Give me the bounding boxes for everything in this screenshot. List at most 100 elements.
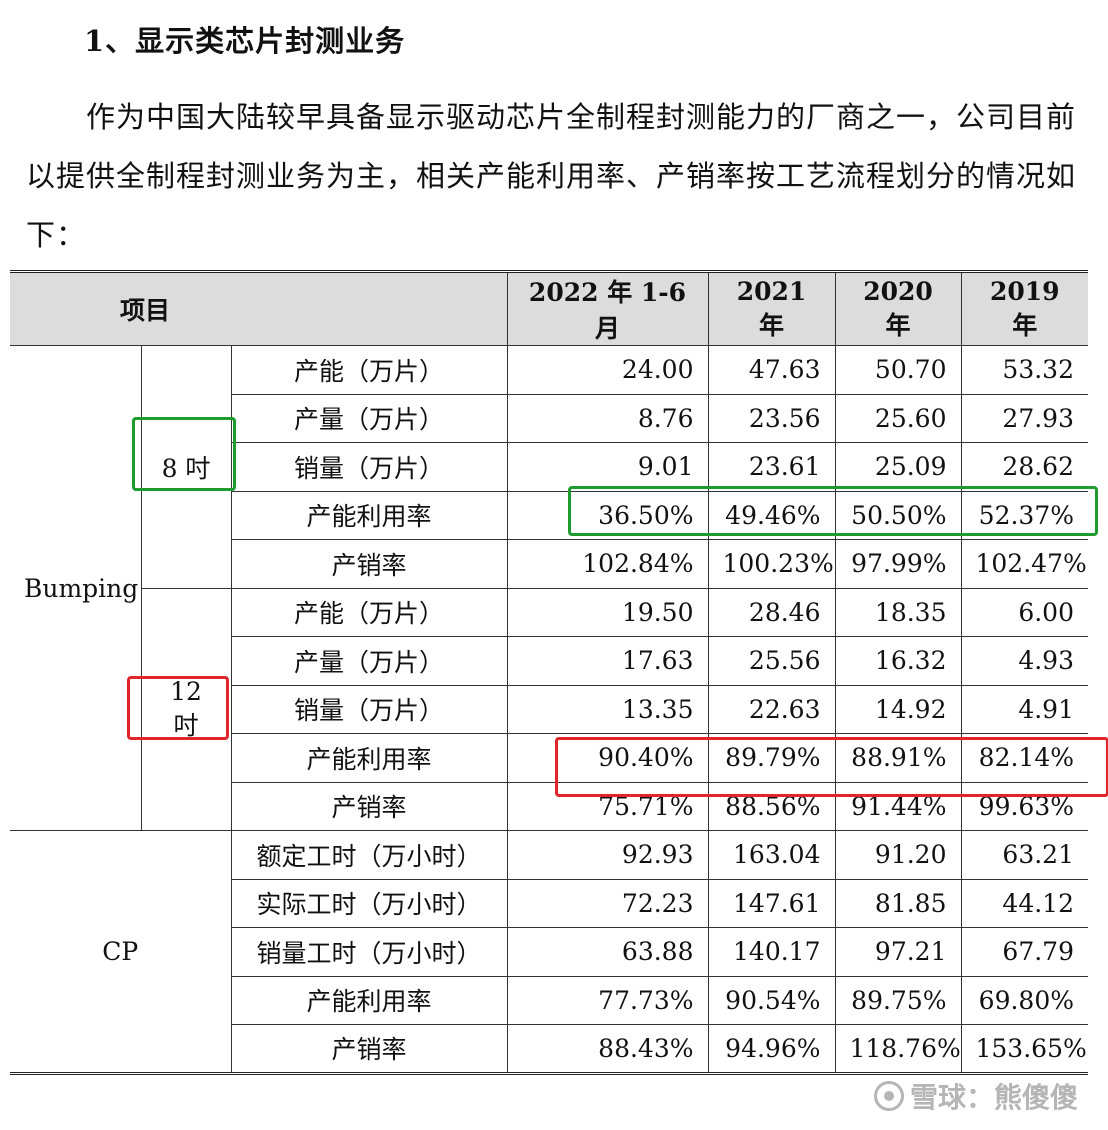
cell-value: 97.21 <box>834 927 962 977</box>
category-cp: CP <box>10 830 232 1074</box>
table-row: CP 额定工时（万小时） 92.93 163.04 91.20 63.21 <box>10 830 1088 1074</box>
section-heading: 1、显示类芯片封测业务 <box>84 24 406 58</box>
row-label: 销量工时（万小时） <box>231 927 508 977</box>
cell-value: 22.63 <box>707 684 836 734</box>
cell-value: 52.37% <box>960 490 1088 540</box>
cell-value: 13.35 <box>506 684 709 734</box>
cell-value: 18.35 <box>834 587 962 637</box>
row-label: 产销率 <box>231 539 508 589</box>
row-label: 产量（万片） <box>231 636 508 686</box>
cell-value: 50.50% <box>834 490 962 540</box>
cell-value: 14.92 <box>834 684 962 734</box>
subcategory-8-inch: 8 吋 <box>140 345 232 589</box>
cell-value: 28.46 <box>707 587 836 637</box>
row-label: 产能利用率 <box>231 490 508 540</box>
cell-value: 88.43% <box>506 1024 709 1073</box>
cell-value: 4.91 <box>960 684 1088 734</box>
table-row: Bumping 8 吋 产能（万片） 24.00 47.63 50.70 53.… <box>10 345 1088 831</box>
cell-value: 28.62 <box>960 442 1088 492</box>
cell-value: 23.61 <box>707 442 836 492</box>
cell-value: 88.56% <box>707 781 836 831</box>
cell-value: 27.93 <box>960 393 1088 443</box>
cell-value: 163.04 <box>707 830 836 880</box>
row-label: 产能（万片） <box>230 587 508 637</box>
cell-value: 102.84% <box>506 539 709 589</box>
intro-paragraph: 作为中国大陆较早具备显示驱动芯片全制程封测能力的厂商之一，公司目前以提供全制程封… <box>26 100 1077 252</box>
cell-value: 50.70 <box>834 345 962 395</box>
cell-value: 63.21 <box>960 830 1088 880</box>
watermark: 雪球：熊傻傻 <box>873 1076 1078 1116</box>
row-label: 销量（万片） <box>231 442 508 492</box>
category-bumping: Bumping <box>10 345 142 831</box>
cell-value: 91.44% <box>834 781 962 831</box>
cell-value: 153.65% <box>960 1024 1088 1073</box>
cell-value: 25.60 <box>834 393 962 443</box>
row-label: 产量（万片） <box>231 393 508 443</box>
cell-value: 77.73% <box>506 975 709 1025</box>
cell-value: 89.79% <box>707 733 836 783</box>
row-label: 产能利用率 <box>231 975 508 1025</box>
header-col: 2019 年 <box>960 271 1088 346</box>
header-item: 项目 <box>10 271 508 346</box>
cell-value: 4.93 <box>960 636 1088 686</box>
row-label: 产能利用率 <box>231 733 508 783</box>
table-row: 产销率 88.43% 94.96% 118.76% 153.65% <box>10 1024 1088 1073</box>
capacity-table: 项目 2022 年 1-6 月 2021 年 2020 年 2019 年 Bum… <box>10 270 1088 1075</box>
cell-value: 16.32 <box>834 636 962 686</box>
table-row: 销量工时（万小时） 63.88 140.17 97.21 67.79 <box>10 927 1088 977</box>
table-row: 产量（万片） 8.76 23.56 25.60 27.93 <box>10 393 1088 443</box>
cell-value: 81.85 <box>834 878 962 928</box>
cell-value: 8.76 <box>506 393 709 443</box>
cell-value: 97.99% <box>834 539 962 589</box>
table-row: 销量（万片） 9.01 23.61 25.09 28.62 <box>10 442 1088 492</box>
cell-value: 53.32 <box>960 345 1088 395</box>
cell-value: 89.75% <box>834 975 962 1025</box>
row-label: 额定工时（万小时） <box>230 830 508 880</box>
header-col: 2020 年 <box>834 271 962 346</box>
watermark-text: 雪球：熊傻傻 <box>909 1081 1078 1114</box>
cell-value: 25.56 <box>707 636 836 686</box>
table-row: 产能利用率 77.73% 90.54% 89.75% 69.80% <box>10 975 1088 1025</box>
cell-value: 72.23 <box>506 878 709 928</box>
header-col: 2021 年 <box>707 271 836 346</box>
table-row: 产能利用率 36.50% 49.46% 50.50% 52.37% <box>10 490 1088 540</box>
cell-value: 147.61 <box>707 878 836 928</box>
cell-value: 102.47% <box>960 539 1088 589</box>
snowball-logo-icon <box>873 1081 904 1111</box>
cell-value: 90.54% <box>707 975 836 1025</box>
cell-value: 24.00 <box>506 345 709 395</box>
row-label: 产能（万片） <box>230 345 508 395</box>
cell-value: 100.23% <box>707 539 836 589</box>
table-header-row: 项目 2022 年 1-6 月 2021 年 2020 年 2019 年 <box>10 271 1088 346</box>
table-row: 产量（万片） 17.63 25.56 16.32 4.93 <box>10 636 1088 686</box>
cell-value: 82.14% <box>960 733 1088 783</box>
cell-value: 44.12 <box>960 878 1088 928</box>
cell-value: 99.63% <box>960 781 1088 831</box>
row-label: 产销率 <box>231 1024 508 1073</box>
cell-value: 90.40% <box>506 733 709 783</box>
row-label: 实际工时（万小时） <box>231 878 508 928</box>
table-row: 12 吋 产能（万片） 19.50 28.46 18.35 6.00 <box>10 587 1088 831</box>
cell-value: 25.09 <box>834 442 962 492</box>
cell-value: 23.56 <box>707 393 836 443</box>
cell-value: 88.91% <box>834 733 962 783</box>
subcategory-12-inch: 12 吋 <box>141 587 232 831</box>
cell-value: 75.71% <box>506 781 709 831</box>
cell-value: 9.01 <box>506 442 709 492</box>
table-row: 销量（万片） 13.35 22.63 14.92 4.91 <box>10 684 1088 734</box>
cell-value: 140.17 <box>707 927 836 977</box>
table-row: 产能利用率 90.40% 89.79% 88.91% 82.14% <box>10 733 1088 783</box>
cell-value: 19.50 <box>506 587 709 637</box>
cell-value: 91.20 <box>834 830 962 880</box>
cell-value: 94.96% <box>707 1024 836 1073</box>
cell-value: 92.93 <box>506 830 709 880</box>
cell-value: 49.46% <box>707 490 836 540</box>
cell-value: 67.79 <box>960 927 1088 977</box>
header-col: 2022 年 1-6 月 <box>506 271 709 346</box>
cell-value: 36.50% <box>506 490 709 540</box>
cell-value: 47.63 <box>707 345 836 395</box>
cell-value: 17.63 <box>506 636 709 686</box>
row-label: 产销率 <box>231 781 508 831</box>
cell-value: 6.00 <box>960 587 1088 637</box>
row-label: 销量（万片） <box>231 684 508 734</box>
